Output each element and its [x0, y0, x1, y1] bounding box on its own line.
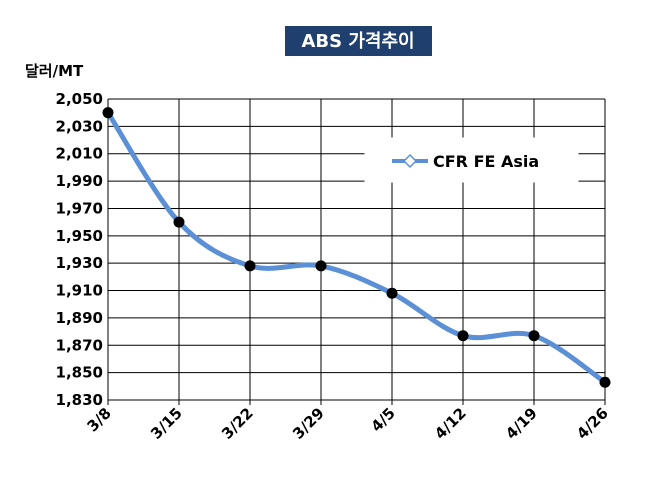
y-tick-label: 2,030: [56, 117, 103, 135]
y-tick-label: 1,910: [56, 282, 103, 300]
data-point: [102, 107, 114, 119]
y-tick-label: 1,990: [56, 172, 103, 190]
title-box: [285, 26, 432, 56]
data-point: [244, 260, 256, 272]
y-tick-label: 1,970: [56, 199, 103, 217]
y-tick-label: 1,950: [56, 227, 103, 245]
legend-marker: [402, 153, 418, 169]
series-cfr-fe-asia: [102, 107, 611, 388]
x-tick-label: 3/29: [289, 404, 328, 443]
y-tick-labels: 2,050 2,030 2,010 1,990 1,970 1,950 1,930 1,910…: [56, 90, 103, 409]
x-tick-label: 3/15: [147, 404, 186, 443]
x-tick-labels: 3/8 3/15 3/22 3/29 4/5 4/12 4/19 4/26: [83, 404, 611, 443]
data-point: [457, 330, 469, 342]
y-tick-label: 1,930: [56, 254, 103, 272]
x-tick-label: 4/5: [367, 404, 398, 435]
legend-label: CFR FE Asia: [433, 152, 539, 171]
gridlines: [107, 98, 606, 405]
y-axis-label: 달러/MT: [25, 62, 84, 80]
legend: CFR FE Asia: [364, 137, 579, 183]
data-point: [173, 216, 185, 228]
y-tick-label: 1,850: [56, 364, 103, 382]
data-point: [528, 330, 540, 342]
data-point: [599, 376, 611, 388]
data-point: [386, 287, 398, 299]
y-tick-label: 2,010: [56, 145, 103, 163]
y-tick-label: 1,890: [56, 309, 103, 327]
x-tick-label: 3/22: [218, 404, 257, 443]
y-tick-label: 1,870: [56, 336, 103, 354]
x-tick-label: 4/12: [431, 404, 470, 443]
x-tick-label: 4/26: [573, 404, 612, 443]
chart-title: ABS 가격추이: [301, 31, 414, 52]
y-tick-label: 1,830: [56, 391, 103, 409]
x-tick-label: 4/19: [502, 404, 541, 443]
data-point: [315, 260, 327, 272]
y-tick-label: 2,050: [56, 90, 103, 108]
